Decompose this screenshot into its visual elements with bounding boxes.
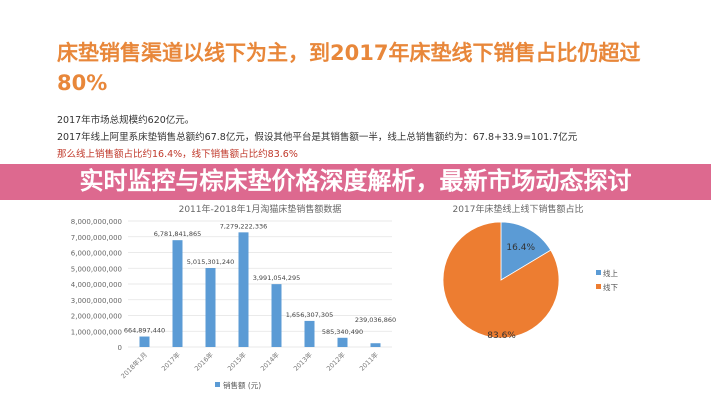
y-tick-label: 4,000,000,000 <box>71 281 122 289</box>
pie-legend-offline: 线下 <box>603 282 618 292</box>
bar <box>139 336 150 347</box>
bar <box>370 343 381 347</box>
y-tick-label: 1,000,000,000 <box>71 328 122 336</box>
pie-legend-online: 线上 <box>603 268 618 278</box>
bar-data-label: 6,781,841,865 <box>154 230 202 238</box>
y-tick-label: 5,000,000,000 <box>71 265 122 273</box>
x-tick-label: 2015年 <box>225 350 248 373</box>
bar <box>337 337 348 347</box>
legend-swatch-online <box>596 270 601 275</box>
pie-slice <box>442 221 560 339</box>
bar <box>238 232 249 347</box>
text-line: 2017年市场总规模约620亿元。 <box>57 115 195 126</box>
y-tick-label: 2,000,000,000 <box>71 313 122 321</box>
bar <box>205 268 216 347</box>
bar-chart-title: 2011年-2018年1月淘猫床垫销售额数据 <box>179 203 342 215</box>
bar-data-label: 664,897,440 <box>124 327 165 335</box>
pie-chart-title: 2017年床垫线上线下销售额占比 <box>453 203 584 215</box>
x-tick-label: 2012年 <box>324 350 347 373</box>
x-tick-label: 2016年 <box>192 350 215 373</box>
x-tick-label: 2018年1月 <box>119 350 149 380</box>
bar-data-label: 239,036,860 <box>355 316 396 324</box>
bar <box>172 240 183 347</box>
bar-data-label: 585,340,490 <box>322 328 363 336</box>
y-tick-label: 0 <box>118 344 122 352</box>
bar-data-label: 1,656,307,305 <box>286 311 334 319</box>
bar-legend-label: 销售额 (元) <box>223 380 261 390</box>
article-title: 实时监控与棕床垫价格深度解析，最新市场动态探讨 <box>79 167 632 195</box>
bar <box>271 284 282 347</box>
title-banner <box>0 164 711 200</box>
text-line: 那么线上销售额占比约16.4%，线下销售额占比约83.6% <box>57 149 298 160</box>
pie-data-label: 83.6% <box>487 331 516 341</box>
legend-swatch <box>215 382 220 387</box>
y-tick-label: 3,000,000,000 <box>71 297 122 305</box>
bar-data-label: 7,279,222,336 <box>220 222 268 230</box>
bar-data-label: 3,991,054,295 <box>253 274 301 282</box>
x-tick-label: 2014年 <box>258 350 281 373</box>
pie-data-label: 16.4% <box>506 243 535 253</box>
text-line: 2017年线上阿里系床垫销售总额约67.8亿元，假设其他平台是其销售额一半，线上… <box>57 132 578 143</box>
x-tick-label: 2011年 <box>357 350 380 373</box>
x-tick-label: 2017年 <box>159 350 182 373</box>
bar-data-label: 5,015,301,240 <box>187 258 235 266</box>
pie-slice <box>500 221 552 281</box>
y-tick-label: 8,000,000,000 <box>71 218 122 226</box>
x-tick-label: 2013年 <box>291 350 314 373</box>
legend-swatch-offline <box>596 284 601 289</box>
bar <box>304 320 315 347</box>
y-tick-label: 6,000,000,000 <box>71 250 122 258</box>
y-tick-label: 7,000,000,000 <box>71 234 122 242</box>
slide-heading: 床垫销售渠道以线下为主，到2017年床垫线下销售占比仍超过80% <box>57 41 641 95</box>
